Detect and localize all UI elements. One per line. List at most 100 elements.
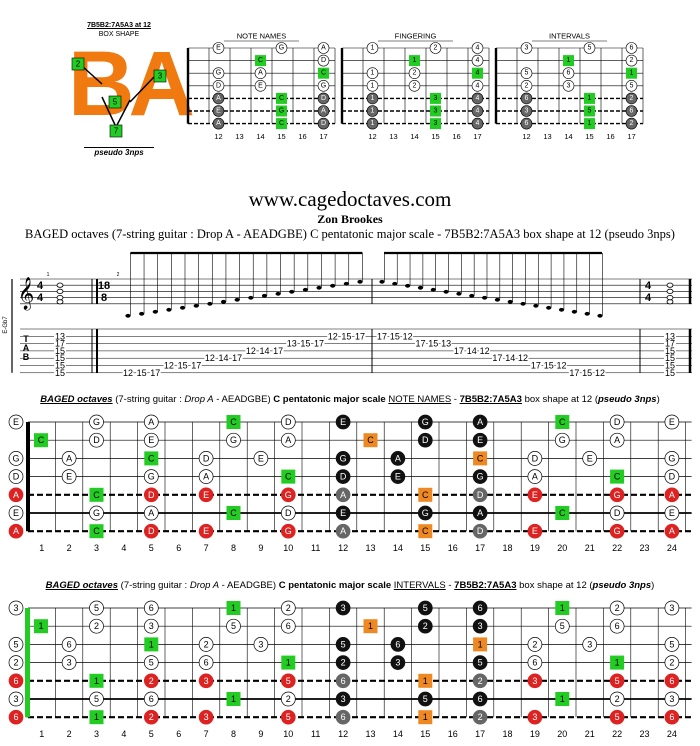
mini-note-label: D	[321, 120, 326, 127]
fret-number: 6	[176, 729, 181, 739]
mini-note-label: 2	[630, 57, 634, 64]
mini-fret-number: 15	[277, 132, 285, 141]
time-signature-bottom: 8	[101, 292, 107, 304]
mini-note	[520, 79, 533, 92]
box-shape-callouts: 2 5 3 7	[71, 57, 167, 138]
time-signature-top: 4	[37, 280, 44, 292]
mini-fret-number: 13	[389, 132, 397, 141]
scale-note	[527, 637, 543, 652]
tab-fret-bg	[491, 354, 503, 362]
open-string-label: D	[13, 472, 20, 482]
mini-note-root	[276, 92, 287, 104]
fret-number: 17	[475, 729, 485, 739]
notehead	[666, 299, 674, 305]
notehead	[56, 282, 64, 288]
root-note	[281, 655, 296, 670]
mini-note-root	[584, 105, 595, 117]
mini-note-label: 3	[434, 108, 438, 115]
note-label: D	[614, 417, 621, 427]
scale-note	[664, 469, 680, 484]
root-note	[144, 451, 159, 466]
mini-note-label: 1	[588, 95, 592, 102]
scale-note	[143, 618, 159, 634]
scale-note	[198, 709, 214, 725]
open-string-label: C	[38, 435, 45, 445]
tab-fret-number: 17	[665, 339, 675, 349]
open-string-marker	[8, 451, 24, 466]
mini-note	[212, 42, 225, 54]
mini-note	[625, 79, 638, 92]
note-label: E	[395, 472, 401, 482]
note-label: 6	[615, 621, 620, 631]
note-label: E	[148, 435, 154, 445]
octave-note	[418, 673, 433, 688]
mini-note-root	[472, 67, 483, 79]
scale-note	[472, 487, 488, 503]
scale-note	[582, 451, 598, 466]
mini-note-root	[430, 105, 441, 117]
note-label: E	[669, 508, 675, 518]
mini-note-root	[318, 67, 329, 79]
run-down-notehead	[597, 313, 603, 318]
mini-note	[254, 67, 267, 80]
scale-note	[280, 523, 296, 539]
note-label: 5	[149, 658, 154, 668]
notehead	[666, 294, 674, 301]
box-shape-title: 7B5B2:7A5A3 at 12	[87, 22, 151, 29]
octave-note	[363, 619, 378, 634]
tab-fret-bg	[594, 369, 606, 377]
mini-note	[625, 54, 638, 67]
time-signature-top: 4	[645, 280, 652, 292]
root-note	[555, 415, 570, 429]
fret-number: 17	[475, 543, 485, 553]
mini-note-label: G	[279, 108, 284, 115]
mini-note-root	[584, 92, 595, 104]
mini-note	[562, 67, 575, 80]
note-label: C	[230, 417, 237, 427]
fret-number: 14	[393, 543, 403, 553]
scale-note	[472, 618, 488, 634]
note-label: A	[477, 508, 483, 518]
callout-label: 2	[76, 60, 81, 69]
open-string-marker	[8, 655, 24, 670]
tab-fret-bg	[568, 369, 580, 377]
mini-note-label: 6	[525, 120, 529, 127]
run-up-notehead	[207, 301, 213, 306]
mini-fret-number: 14	[410, 132, 418, 141]
mini-note	[212, 67, 225, 80]
note-label: 1	[231, 603, 236, 613]
note-label: C	[559, 417, 566, 427]
run-down-notehead	[379, 279, 385, 284]
scale-note	[582, 637, 598, 652]
scale-note	[143, 469, 159, 484]
tab-fret-bg	[402, 332, 414, 340]
fret-number: 5	[149, 729, 154, 739]
callout-arrows	[81, 65, 155, 128]
fret-number: 14	[393, 729, 403, 739]
root-note	[226, 506, 241, 520]
fret-number: 19	[530, 729, 540, 739]
note-label: E	[532, 490, 538, 500]
scale-note	[664, 505, 680, 521]
open-string-marker	[8, 523, 24, 539]
note-label: 1	[231, 694, 236, 704]
title-part: INTERVALS	[393, 580, 446, 591]
box-shape-caption: pseudo 3nps	[84, 147, 154, 157]
mini-note-label: C	[258, 57, 263, 64]
mini-note-root	[430, 118, 441, 130]
tab-fret-number: 15	[300, 339, 310, 349]
scale-note	[253, 451, 269, 466]
mini-note-label: 3	[434, 95, 438, 102]
mini-note-label: 4	[476, 70, 480, 77]
mini-note-label: E	[216, 45, 221, 52]
scale-note	[664, 709, 680, 725]
tab-fret-number: 17	[454, 346, 464, 356]
mini-note-root	[409, 55, 420, 67]
scale-note	[280, 487, 296, 503]
tab-fret-number: 14	[505, 353, 515, 363]
run-down-notehead	[571, 309, 577, 314]
mini-note	[366, 79, 379, 92]
run-down-notehead	[430, 287, 436, 292]
mini-note	[317, 92, 330, 105]
note-label: C	[148, 453, 155, 463]
